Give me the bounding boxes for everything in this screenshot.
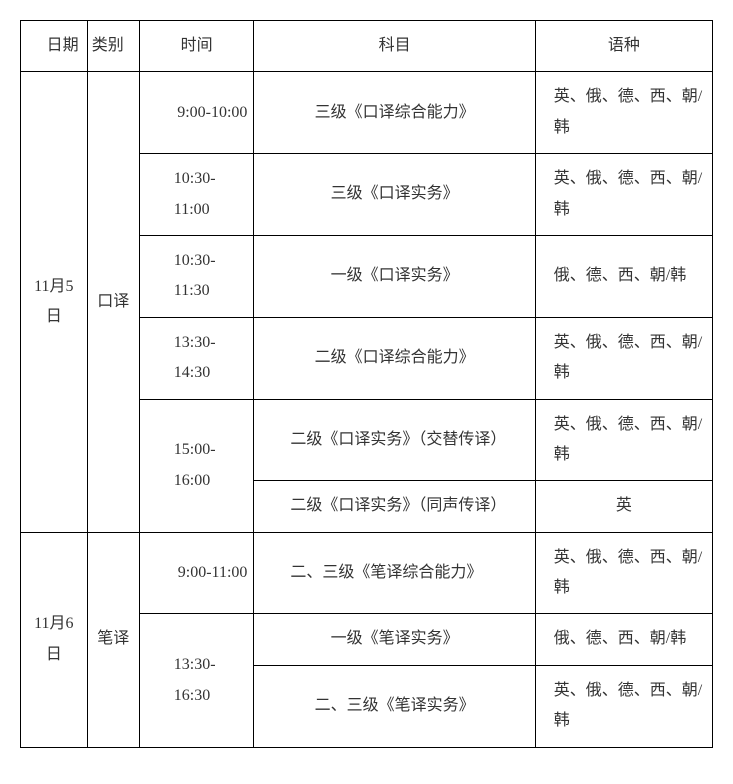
cell-lang: 英、俄、德、西、朝/韩 — [535, 399, 712, 481]
cell-subject: 三级《口译综合能力》 — [254, 72, 535, 154]
cell-lang: 英、俄、德、西、朝/韩 — [535, 317, 712, 399]
cell-lang: 英、俄、德、西、朝/韩 — [535, 72, 712, 154]
cell-lang: 英 — [535, 481, 712, 532]
cell-time: 9:00-11:00 — [139, 532, 254, 614]
header-lang: 语种 — [535, 21, 712, 72]
cell-lang: 英、俄、德、西、朝/韩 — [535, 154, 712, 236]
cell-time: 13:30-16:30 — [139, 614, 254, 747]
cell-subject: 二级《口译实务》（同声传译） — [254, 481, 535, 532]
table-header-row: 日期 类别 时间 科目 语种 — [21, 21, 713, 72]
header-type: 类别 — [87, 21, 139, 72]
cell-type: 口译 — [87, 72, 139, 532]
table-row: 11月6日 笔译 9:00-11:00 二、三级《笔译综合能力》 英、俄、德、西… — [21, 532, 713, 614]
schedule-table: 日期 类别 时间 科目 语种 11月5日 口译 9:00-10:00 三级《口译… — [20, 20, 713, 748]
cell-lang: 英、俄、德、西、朝/韩 — [535, 665, 712, 747]
cell-subject: 二级《口译综合能力》 — [254, 317, 535, 399]
cell-type: 笔译 — [87, 532, 139, 747]
cell-subject: 一级《口译实务》 — [254, 235, 535, 317]
cell-subject: 二级《口译实务》（交替传译） — [254, 399, 535, 481]
cell-time: 13:30-14:30 — [139, 317, 254, 399]
cell-subject: 三级《口译实务》 — [254, 154, 535, 236]
table-row: 11月5日 口译 9:00-10:00 三级《口译综合能力》 英、俄、德、西、朝… — [21, 72, 713, 154]
cell-time: 9:00-10:00 — [139, 72, 254, 154]
header-subject: 科目 — [254, 21, 535, 72]
header-time: 时间 — [139, 21, 254, 72]
cell-subject: 一级《笔译实务》 — [254, 614, 535, 665]
header-date: 日期 — [21, 21, 88, 72]
cell-date: 11月5日 — [21, 72, 88, 532]
cell-time: 10:30-11:30 — [139, 235, 254, 317]
cell-time: 15:00-16:00 — [139, 399, 254, 532]
cell-time: 10:30-11:00 — [139, 154, 254, 236]
cell-lang: 俄、德、西、朝/韩 — [535, 614, 712, 665]
cell-lang: 英、俄、德、西、朝/韩 — [535, 532, 712, 614]
cell-lang: 俄、德、西、朝/韩 — [535, 235, 712, 317]
cell-date: 11月6日 — [21, 532, 88, 747]
cell-subject: 二、三级《笔译实务》 — [254, 665, 535, 747]
cell-subject: 二、三级《笔译综合能力》 — [254, 532, 535, 614]
